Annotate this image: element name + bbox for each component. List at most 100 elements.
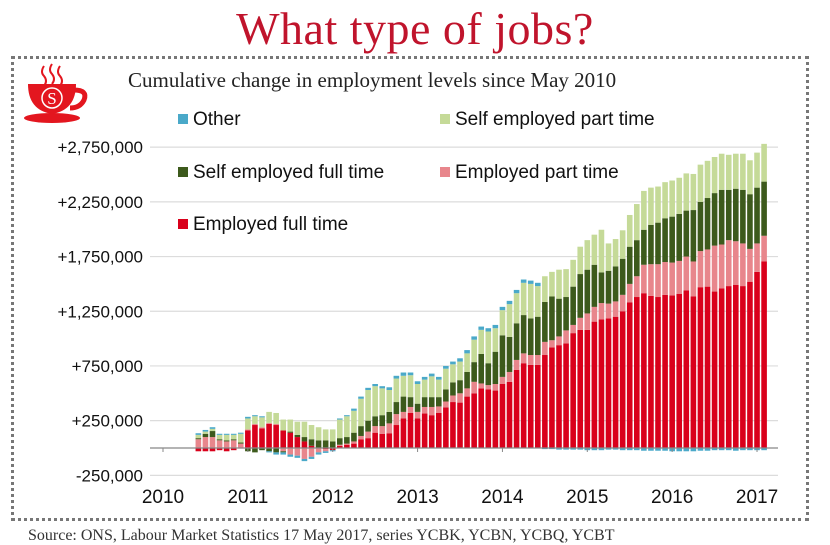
bar-segment-other bbox=[690, 448, 697, 452]
bar-segment-employed-part-time bbox=[704, 249, 711, 287]
legend-item: Employed part time bbox=[440, 162, 619, 183]
bar-segment-self-employed-full-time bbox=[252, 448, 258, 453]
bar-segment-employed-full-time bbox=[534, 364, 541, 448]
bar-segment-other bbox=[471, 336, 477, 340]
bar-segment-employed-part-time bbox=[478, 383, 485, 389]
bar-segment-employed-full-time bbox=[683, 290, 690, 448]
y-tick-label: +750,000 bbox=[72, 357, 143, 376]
bar-segment-other bbox=[485, 328, 492, 332]
bar-segment-other bbox=[457, 358, 463, 362]
bar-segment-other bbox=[641, 448, 647, 451]
bar-segment-employed-full-time bbox=[209, 448, 216, 452]
bar-segment-employed-full-time bbox=[450, 402, 456, 448]
bar-segment-self-employed-full-time bbox=[195, 438, 202, 440]
bar-segment-self-employed-full-time bbox=[598, 272, 605, 304]
bar-segment-other bbox=[252, 415, 258, 417]
bar-segment-other bbox=[520, 279, 527, 283]
bar-segment-self-employed-full-time bbox=[478, 353, 485, 384]
bar-segment-employed-part-time bbox=[471, 381, 477, 394]
bar-segment-self-employed-full-time bbox=[386, 411, 393, 424]
bar-segment-employed-full-time bbox=[223, 448, 230, 452]
bar-segment-self-employed-part-time bbox=[414, 384, 421, 404]
legend-swatch bbox=[178, 167, 188, 177]
y-tick-label: +2,750,000 bbox=[57, 138, 143, 157]
bar-segment-self-employed-full-time bbox=[669, 216, 675, 263]
bar-segment-employed-part-time bbox=[280, 448, 287, 452]
legend-label: Employed full time bbox=[193, 214, 348, 235]
bar-segment-self-employed-part-time bbox=[443, 368, 449, 390]
bar-segment-self-employed-full-time bbox=[619, 258, 626, 295]
bar-segment-self-employed-full-time bbox=[747, 194, 753, 249]
bar-segment-self-employed-full-time bbox=[322, 440, 329, 448]
bar-segment-employed-part-time bbox=[428, 406, 435, 416]
bar-segment-self-employed-full-time bbox=[365, 420, 371, 432]
bar-segment-self-employed-part-time bbox=[612, 239, 619, 267]
bar-segment-self-employed-part-time bbox=[506, 304, 513, 337]
bar-segment-self-employed-part-time bbox=[690, 173, 697, 211]
bar-segment-other bbox=[598, 448, 605, 451]
bar-segment-employed-part-time bbox=[591, 306, 598, 322]
bar-segment-self-employed-part-time bbox=[450, 364, 456, 383]
bar-segment-self-employed-full-time bbox=[513, 323, 520, 360]
bar-segment-employed-full-time bbox=[619, 311, 626, 448]
bar-segment-self-employed-part-time bbox=[294, 421, 301, 435]
bar-segment-employed-full-time bbox=[513, 369, 520, 448]
bar-segment-self-employed-full-time bbox=[266, 448, 272, 452]
bar-segment-self-employed-full-time bbox=[259, 448, 265, 451]
bar-segment-employed-full-time bbox=[428, 415, 435, 448]
bar-segment-self-employed-full-time bbox=[641, 229, 647, 265]
bar-segment-other bbox=[245, 416, 251, 419]
bar-segment-employed-part-time bbox=[365, 431, 371, 439]
bar-segment-self-employed-full-time bbox=[428, 397, 435, 407]
bar-segment-employed-part-time bbox=[464, 388, 470, 397]
bar-segment-other bbox=[556, 448, 562, 450]
bar-segment-self-employed-full-time bbox=[725, 189, 732, 241]
bar-segment-other bbox=[287, 454, 294, 457]
bar-segment-other bbox=[499, 306, 506, 311]
bar-segment-employed-full-time bbox=[570, 333, 576, 448]
bar-segment-self-employed-full-time bbox=[662, 218, 668, 263]
bar-segment-self-employed-part-time bbox=[634, 204, 640, 241]
y-tick-label: +1,750,000 bbox=[57, 248, 143, 267]
bar-segment-employed-part-time bbox=[223, 441, 230, 448]
bar-segment-self-employed-full-time bbox=[301, 437, 308, 442]
bar-segment-other bbox=[280, 452, 287, 455]
bar-segment-self-employed-part-time bbox=[280, 419, 287, 431]
bar-segment-self-employed-part-time bbox=[697, 164, 704, 202]
bar-segment-employed-part-time bbox=[344, 443, 350, 445]
legend-label: Employed part time bbox=[455, 162, 619, 183]
bar-segment-other bbox=[195, 433, 202, 435]
bar-segment-employed-full-time bbox=[478, 388, 485, 448]
bar-segment-employed-part-time bbox=[676, 260, 683, 294]
bar-segment-self-employed-part-time bbox=[407, 375, 414, 398]
bar-segment-other bbox=[393, 375, 400, 379]
bar-segment-other bbox=[435, 376, 442, 380]
bar-segment-employed-part-time bbox=[697, 251, 704, 288]
bar-segment-self-employed-full-time bbox=[704, 198, 711, 250]
bar-segment-self-employed-full-time bbox=[287, 431, 294, 433]
legend-label: Self employed full time bbox=[193, 162, 384, 183]
bar-segment-other bbox=[294, 455, 301, 458]
x-axis-labels: 2010 2011 2012 2013 2014 2015 2016 2017 bbox=[142, 487, 778, 508]
bar-segment-self-employed-part-time bbox=[329, 429, 336, 442]
bar-segment-self-employed-full-time bbox=[294, 434, 301, 438]
bar-segment-self-employed-full-time bbox=[563, 297, 569, 331]
bar-segment-self-employed-full-time bbox=[336, 438, 343, 445]
bar-segment-self-employed-part-time bbox=[520, 282, 527, 316]
bar-segment-self-employed-full-time bbox=[315, 440, 322, 448]
bar-segment-employed-full-time bbox=[464, 396, 470, 448]
bar-segment-other bbox=[202, 429, 209, 432]
bar-segment-employed-full-time bbox=[280, 430, 287, 448]
bar-segment-employed-full-time bbox=[216, 448, 223, 451]
bar-segment-other bbox=[351, 408, 357, 411]
bar-segment-self-employed-part-time bbox=[223, 434, 230, 441]
legend-item: Employed full time bbox=[178, 214, 348, 235]
bar-segment-employed-part-time bbox=[733, 241, 739, 285]
bar-segment-self-employed-full-time bbox=[202, 433, 209, 438]
bar-segment-employed-full-time bbox=[626, 302, 633, 448]
bar-segment-self-employed-full-time bbox=[372, 416, 378, 427]
bar-segment-self-employed-full-time bbox=[591, 264, 598, 307]
bar-segment-employed-full-time bbox=[584, 329, 591, 448]
bar-segment-self-employed-part-time bbox=[492, 328, 499, 352]
bar-segment-employed-full-time bbox=[443, 407, 449, 448]
